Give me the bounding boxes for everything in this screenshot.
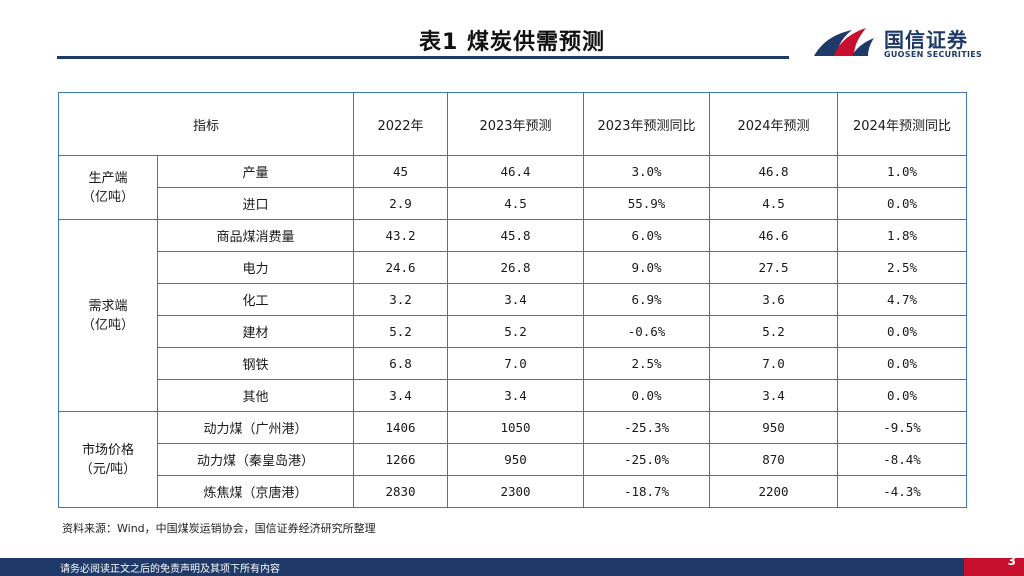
row-item: 进口 [156, 187, 355, 220]
group-label-demand: 需求端 （亿吨） [58, 219, 158, 412]
row-item: 动力煤（秦皇岛港） [156, 443, 355, 476]
cell-y2023: 4.5 [447, 187, 585, 220]
table-row: 进口 2.9 4.5 55.9% 4.5 0.0% [59, 187, 968, 220]
cell-y2023yoy: 9.0% [583, 251, 711, 284]
cell-y2024yoy: 0.0% [837, 315, 968, 348]
cell-y2023: 45.8 [447, 219, 585, 252]
cell-y2024yoy: -9.5% [837, 411, 968, 444]
header-2024-forecast: 2024年预测 [709, 92, 839, 156]
coal-supply-demand-table: 指标 2022年 2023年预测 2023年预测同比 2024年预测 2024年… [57, 92, 968, 508]
cell-y2023yoy: 6.0% [583, 219, 711, 252]
header-2023-forecast: 2023年预测 [447, 92, 585, 156]
cell-y2024: 3.6 [709, 283, 839, 316]
logo-text-cn: 国信证券 [884, 28, 968, 52]
row-item: 钢铁 [156, 347, 355, 380]
cell-y2023: 3.4 [447, 283, 585, 316]
source-note: 资料来源：Wind，中国煤炭运销协会，国信证券经济研究所整理 [62, 522, 376, 535]
footer-accent [964, 558, 1024, 576]
cell-y2022: 3.2 [353, 283, 449, 316]
cell-y2024: 4.5 [709, 187, 839, 220]
cell-y2022: 3.4 [353, 379, 449, 412]
table-header-row: 指标 2022年 2023年预测 2023年预测同比 2024年预测 2024年… [57, 92, 968, 156]
cell-y2024: 950 [709, 411, 839, 444]
cell-y2023yoy: -0.6% [583, 315, 711, 348]
cell-y2023yoy: 6.9% [583, 283, 711, 316]
cell-y2023: 26.8 [447, 251, 585, 284]
row-item: 动力煤（广州港） [156, 411, 355, 444]
row-item: 电力 [156, 251, 355, 284]
row-item: 炼焦煤（京唐港） [156, 475, 355, 508]
cell-y2023yoy: 3.0% [583, 155, 711, 188]
table-row: 市场价格 （元/吨） 动力煤（广州港） 1406 1050 -25.3% 950 -9.5% [58, 411, 968, 508]
cell-y2024yoy: 4.7% [837, 283, 968, 316]
cell-y2024yoy: 2.5% [837, 251, 968, 284]
cell-y2022: 5.2 [353, 315, 449, 348]
cell-y2024: 27.5 [709, 251, 839, 284]
cell-y2023yoy: -25.3% [583, 411, 711, 444]
cell-y2022: 1406 [353, 411, 449, 444]
table-row: 电力 24.6 26.8 9.0% 27.5 2.5% [59, 251, 968, 284]
cell-y2024: 870 [709, 443, 839, 476]
cell-y2022: 43.2 [353, 219, 449, 252]
header-2024-yoy: 2024年预测同比 [837, 92, 968, 156]
cell-y2024yoy: 0.0% [837, 347, 968, 380]
cell-y2023yoy: 2.5% [583, 347, 711, 380]
cell-y2023yoy: 55.9% [583, 187, 711, 220]
cell-y2023: 3.4 [447, 379, 585, 412]
cell-y2023: 7.0 [447, 347, 585, 380]
footer-disclaimer: 请务必阅读正文之后的免责声明及其项下所有内容 [60, 564, 280, 575]
header-2022: 2022年 [353, 92, 449, 156]
cell-y2024yoy: 1.0% [837, 155, 968, 188]
table-row: 炼焦煤（京唐港） 2830 2300 -18.7% 2200 -4.3% [59, 475, 968, 508]
cell-y2024: 3.4 [709, 379, 839, 412]
cell-y2024yoy: 1.8% [837, 219, 968, 252]
cell-y2023yoy: 0.0% [583, 379, 711, 412]
group-label-production: 生产端 （亿吨） [58, 155, 158, 220]
cell-y2022: 2.9 [353, 187, 449, 220]
page-number: 3 [1007, 554, 1016, 568]
cell-y2022: 45 [353, 155, 449, 188]
table-row: 建材 5.2 5.2 -0.6% 5.2 0.0% [59, 315, 968, 348]
cell-y2023: 950 [447, 443, 585, 476]
table-row: 动力煤（秦皇岛港） 1266 950 -25.0% 870 -8.4% [59, 443, 968, 476]
company-logo: 国信证券 GUOSEN SECURITIES [812, 22, 992, 66]
table-row: 化工 3.2 3.4 6.9% 3.6 4.7% [59, 283, 968, 316]
cell-y2023: 2300 [447, 475, 585, 508]
cell-y2024: 2200 [709, 475, 839, 508]
row-item: 产量 [156, 155, 355, 188]
row-item: 其他 [156, 379, 355, 412]
cell-y2023yoy: -18.7% [583, 475, 711, 508]
cell-y2024: 7.0 [709, 347, 839, 380]
cell-y2023yoy: -25.0% [583, 443, 711, 476]
table-row: 钢铁 6.8 7.0 2.5% 7.0 0.0% [59, 347, 968, 380]
cell-y2024yoy: -4.3% [837, 475, 968, 508]
logo-text-en: GUOSEN SECURITIES [884, 50, 983, 59]
table-row: 生产端 （亿吨） 产量 45 46.4 3.0% 46.8 1.0% [58, 155, 968, 220]
header-indicator: 指标 [57, 92, 355, 156]
cell-y2024: 5.2 [709, 315, 839, 348]
cell-y2024yoy: 0.0% [837, 187, 968, 220]
footer-bar: 请务必阅读正文之后的免责声明及其项下所有内容 [0, 558, 1024, 576]
cell-y2022: 6.8 [353, 347, 449, 380]
cell-y2024: 46.6 [709, 219, 839, 252]
title-underline [57, 56, 789, 59]
cell-y2022: 1266 [353, 443, 449, 476]
cell-y2024: 46.8 [709, 155, 839, 188]
cell-y2023: 1050 [447, 411, 585, 444]
row-item: 化工 [156, 283, 355, 316]
cell-y2022: 24.6 [353, 251, 449, 284]
cell-y2024yoy: -8.4% [837, 443, 968, 476]
guosen-logo-icon [814, 28, 874, 56]
page-title: 表1 煤炭供需预测 [419, 30, 605, 55]
table-row: 需求端 （亿吨） 商品煤消费量 43.2 45.8 6.0% 46.6 1.8% [58, 219, 968, 412]
cell-y2023: 46.4 [447, 155, 585, 188]
header-2023-yoy: 2023年预测同比 [583, 92, 711, 156]
row-item: 商品煤消费量 [156, 219, 355, 252]
cell-y2023: 5.2 [447, 315, 585, 348]
table-row: 其他 3.4 3.4 0.0% 3.4 0.0% [59, 379, 968, 412]
cell-y2024yoy: 0.0% [837, 379, 968, 412]
cell-y2022: 2830 [353, 475, 449, 508]
row-item: 建材 [156, 315, 355, 348]
group-label-price: 市场价格 （元/吨） [58, 411, 158, 508]
